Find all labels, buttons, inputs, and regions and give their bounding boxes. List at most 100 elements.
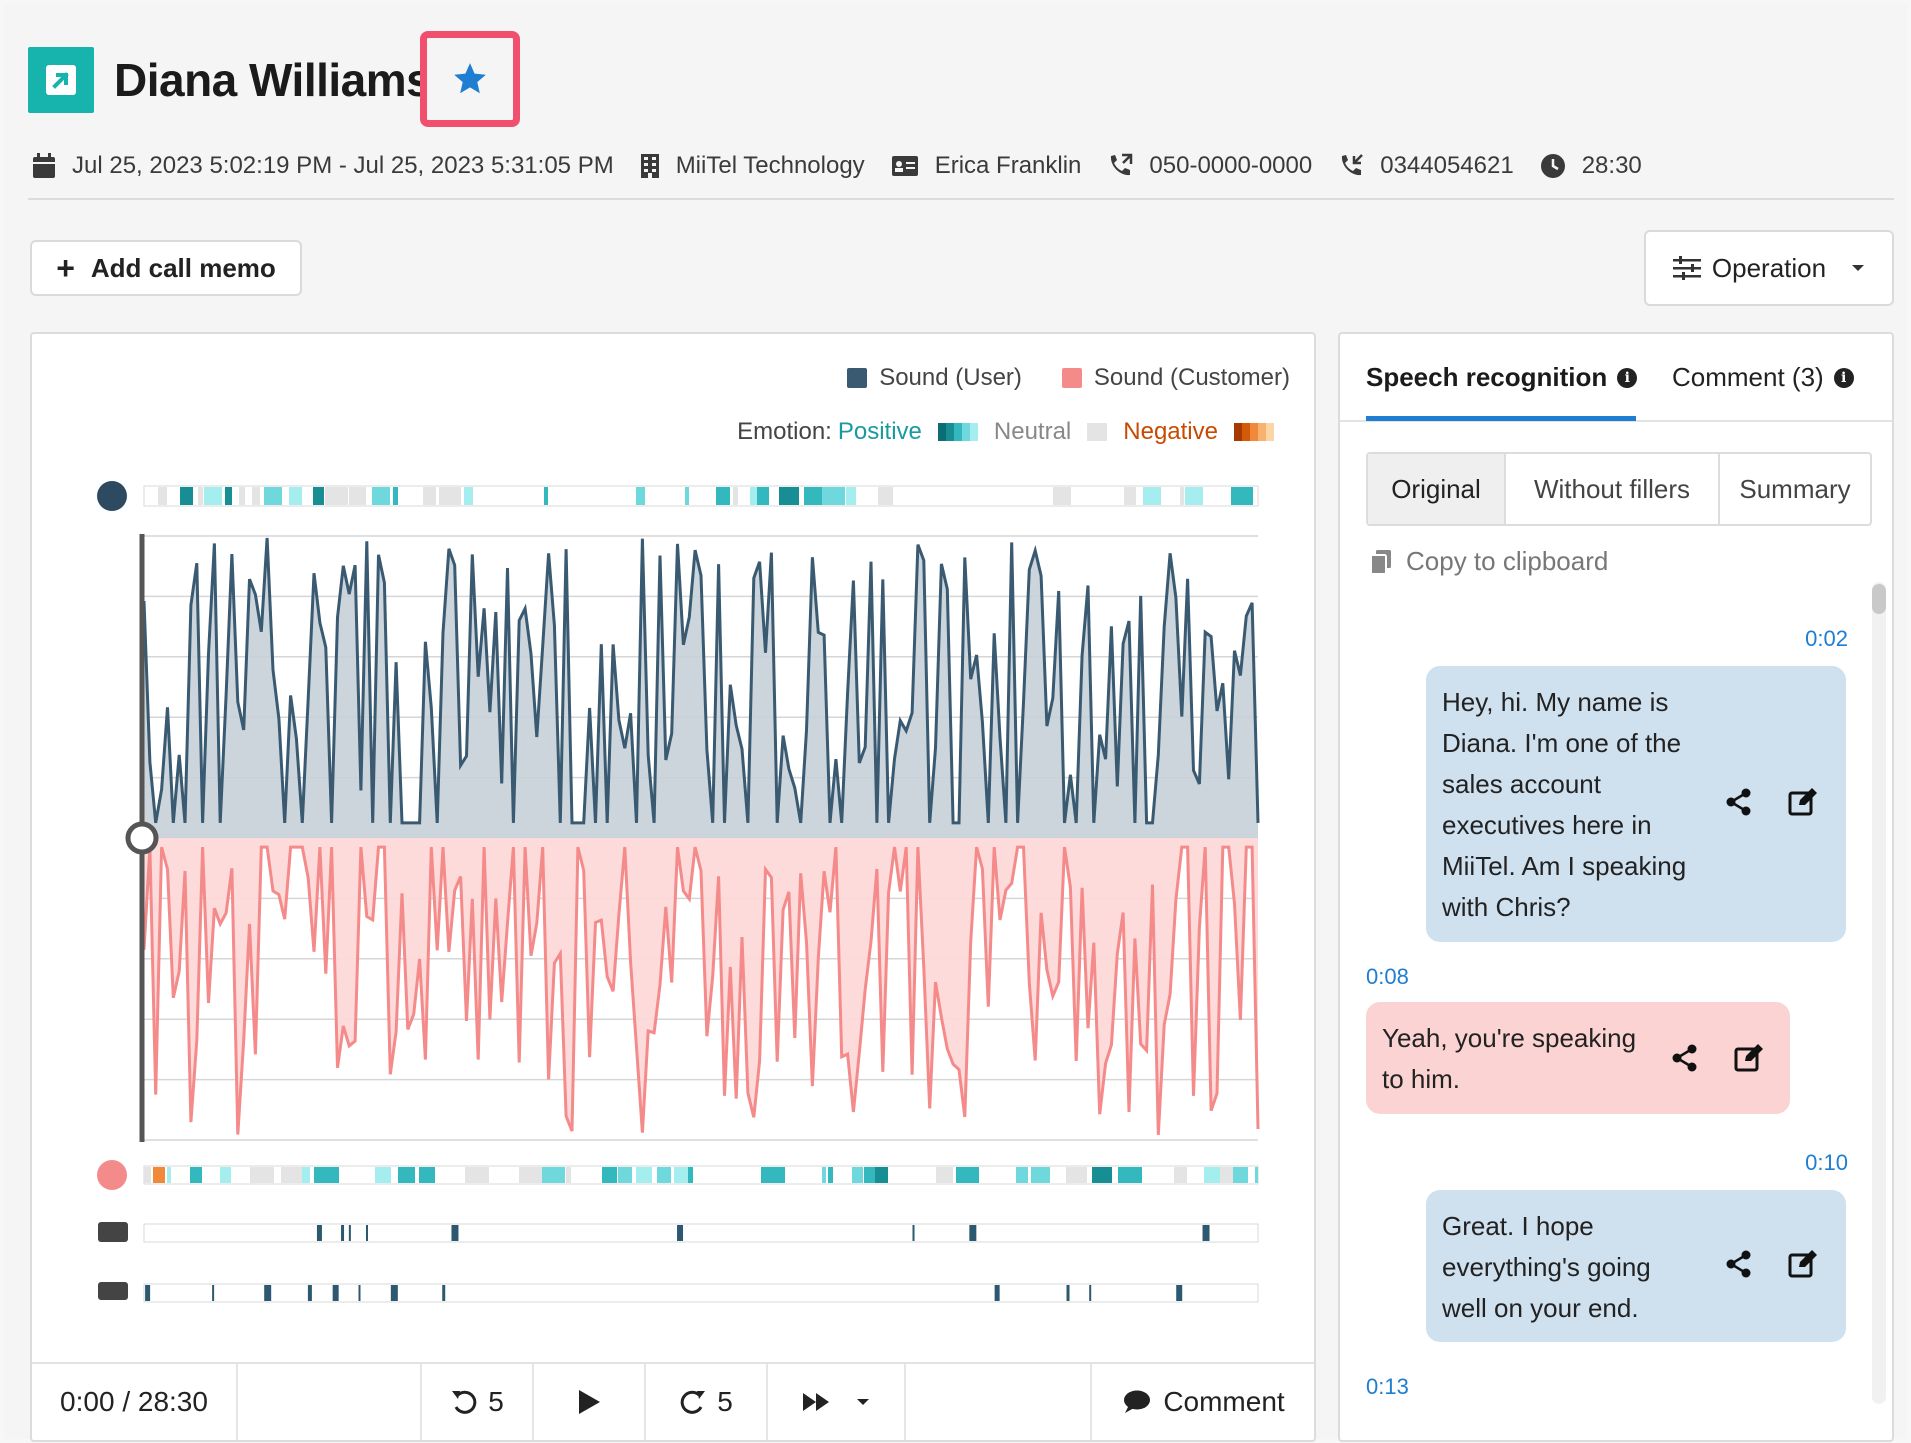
emotion-segment xyxy=(1233,1167,1248,1183)
transcript-message: Great. I hope everything's going well on… xyxy=(1426,1190,1846,1342)
edit-icon[interactable] xyxy=(1788,788,1818,816)
tab-speech-recognition[interactable]: Speech recognition i xyxy=(1366,362,1638,393)
event-marker xyxy=(1176,1285,1183,1301)
emotion-segment xyxy=(313,487,324,505)
edit-icon[interactable] xyxy=(1734,1044,1764,1072)
share-icon[interactable] xyxy=(1726,788,1752,816)
emotion-segment xyxy=(239,487,245,505)
emotion-segment xyxy=(685,487,689,505)
emotion-segment xyxy=(252,487,260,505)
active-tab-indicator xyxy=(1366,416,1636,421)
emotion-segment xyxy=(875,1167,888,1183)
tab-comment[interactable]: Comment (3) i xyxy=(1672,362,1854,393)
emotion-segment xyxy=(542,1167,565,1183)
emotion-segment xyxy=(804,487,822,505)
scrollbar-thumb[interactable] xyxy=(1872,584,1886,614)
waveform-panel: Sound (User) Sound (Customer) Emotion: P… xyxy=(30,332,1316,1442)
contact-name: Erica Franklin xyxy=(934,152,1082,179)
message-timestamp[interactable]: 0:02 xyxy=(1805,626,1848,651)
transcript-panel: Speech recognition i Comment (3) i Origi… xyxy=(1338,332,1894,1442)
share-icon[interactable] xyxy=(1672,1044,1698,1072)
user-swatch xyxy=(847,368,868,388)
rewind-button[interactable]: 5 xyxy=(422,1364,534,1440)
outgoing-number: 050-0000-0000 xyxy=(1149,152,1313,179)
emotion-segment xyxy=(167,1167,171,1183)
copy-to-clipboard-button[interactable]: Copy to clipboard xyxy=(1370,546,1608,577)
emotion-segment xyxy=(1220,1167,1233,1183)
message-actions xyxy=(1672,1044,1764,1072)
sound-legend: Sound (User) Sound (Customer) xyxy=(847,364,1290,392)
call-duration: 28:30 xyxy=(1581,152,1642,179)
speech-bubble-icon xyxy=(1124,1390,1151,1413)
customer-face-icon xyxy=(97,1160,127,1190)
edit-icon[interactable] xyxy=(1788,1250,1818,1278)
chat-icon xyxy=(98,1222,128,1242)
event-marker xyxy=(366,1225,369,1241)
add-call-memo-button[interactable]: + Add call memo xyxy=(30,240,302,296)
play-icon xyxy=(579,1390,600,1414)
emotion-segment xyxy=(1031,1167,1050,1183)
outgoing-call-icon xyxy=(1111,153,1133,176)
emotion-segment xyxy=(1143,487,1161,505)
forward-button[interactable]: 5 xyxy=(646,1364,768,1440)
emotion-segment xyxy=(733,487,738,505)
emotion-segment xyxy=(544,487,548,505)
forward-icon xyxy=(680,1390,706,1414)
emotion-segment xyxy=(465,1167,482,1183)
header-divider xyxy=(28,198,1894,200)
meta-datetime: Jul 25, 2023 5:02:19 PM - Jul 25, 2023 5… xyxy=(32,152,614,180)
view-without-fillers[interactable]: Without fillers xyxy=(1506,454,1720,524)
view-summary[interactable]: Summary xyxy=(1739,473,1851,504)
emotion-segment xyxy=(325,487,348,505)
emotion-segment xyxy=(393,487,398,505)
emotion-segment xyxy=(822,487,845,505)
emotion-segment xyxy=(1016,1167,1028,1183)
meta-company: MiiTel Technology xyxy=(640,152,865,180)
event-marker xyxy=(994,1285,1000,1301)
add-memo-label: Add call memo xyxy=(90,252,276,283)
play-button[interactable] xyxy=(534,1364,646,1440)
player-controls: 0:00 / 28:30 5 5 xyxy=(32,1362,1314,1440)
event-marker xyxy=(1202,1225,1210,1241)
emotion-segment xyxy=(1174,1167,1187,1183)
incoming-number: 0344054621 xyxy=(1380,152,1514,179)
transcript-scrollbar[interactable] xyxy=(1872,582,1886,1404)
message-timestamp[interactable]: 0:10 xyxy=(1805,1150,1848,1175)
legend-user: Sound (User) xyxy=(879,364,1022,391)
open-external-button[interactable] xyxy=(28,47,94,113)
meta-duration: 28:30 xyxy=(1540,152,1642,180)
comment-label: Comment xyxy=(1163,1386,1285,1417)
copy-icon xyxy=(1370,549,1391,575)
view-original[interactable]: Original xyxy=(1368,454,1506,524)
event-marker xyxy=(451,1225,459,1241)
operation-dropdown[interactable]: Operation xyxy=(1644,230,1894,306)
message-timestamp[interactable]: 0:08 xyxy=(1366,964,1409,989)
favorite-star-button[interactable] xyxy=(420,31,520,127)
emotion-segment xyxy=(750,487,757,505)
info-icon: i xyxy=(1617,367,1638,388)
tab-comment-label: Comment (3) xyxy=(1672,362,1824,392)
emotion-segment xyxy=(1124,487,1136,505)
legend-customer: Sound (Customer) xyxy=(1093,364,1290,391)
emotion-segment xyxy=(264,487,282,505)
share-icon[interactable] xyxy=(1726,1250,1752,1278)
emotion-segment xyxy=(757,487,769,505)
event-marker xyxy=(348,1225,351,1241)
add-comment-button[interactable]: Comment xyxy=(1092,1364,1314,1440)
emotion-segment xyxy=(1092,1167,1112,1183)
transcript-tabs: Speech recognition i Comment (3) i xyxy=(1340,334,1892,422)
waveform-chart[interactable] xyxy=(32,334,1318,1334)
speed-dropdown[interactable] xyxy=(768,1364,906,1440)
user-face-icon xyxy=(97,481,127,511)
emotion-segment xyxy=(1231,487,1253,505)
incoming-call-icon xyxy=(1342,154,1364,176)
emotion-segment xyxy=(636,1167,652,1183)
info-icon: i xyxy=(1833,367,1854,388)
emotion-segment xyxy=(716,487,730,505)
calendar-icon xyxy=(33,153,55,178)
call-datetime: Jul 25, 2023 5:02:19 PM - Jul 25, 2023 5… xyxy=(72,152,614,179)
copy-label: Copy to clipboard xyxy=(1406,546,1609,576)
message-timestamp[interactable]: 0:13 xyxy=(1366,1374,1409,1399)
clock-icon xyxy=(1540,154,1565,178)
event-marker xyxy=(390,1285,398,1301)
